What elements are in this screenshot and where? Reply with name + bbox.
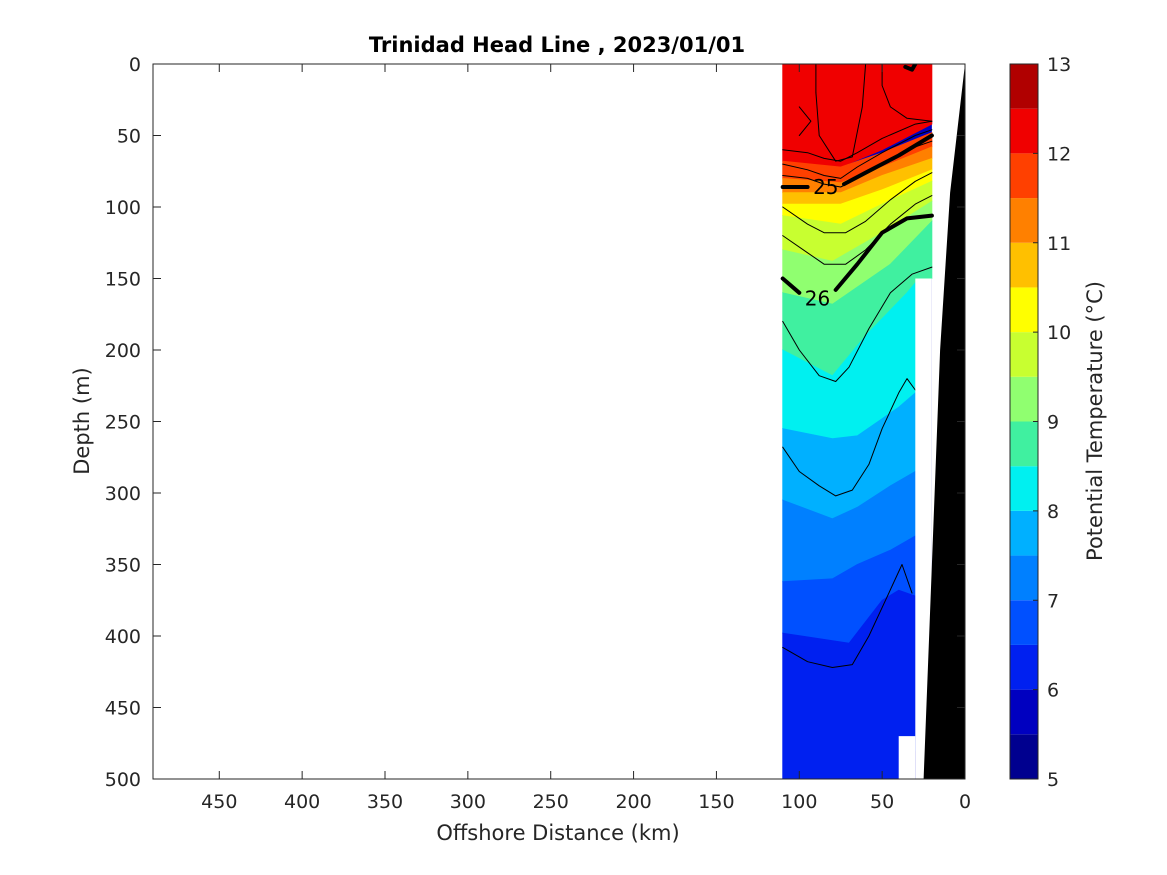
density-contour-line bbox=[903, 64, 918, 72]
y-tick-label: 0 bbox=[129, 54, 141, 76]
temperature-contour-line bbox=[815, 64, 867, 162]
temperature-contour-line bbox=[782, 129, 933, 179]
contour-label: 25 bbox=[813, 175, 838, 199]
y-axis-label: Depth (m) bbox=[70, 367, 94, 474]
colorbar-tick-label: 12 bbox=[1047, 143, 1071, 165]
colorbar-swatch bbox=[1010, 153, 1038, 199]
colorbar-swatch bbox=[1010, 421, 1038, 467]
y-tick-label: 350 bbox=[105, 555, 141, 577]
temperature-contour-line bbox=[782, 195, 933, 265]
x-tick-label: 0 bbox=[959, 791, 971, 813]
colorbar-swatch bbox=[1010, 287, 1038, 333]
colorbar-swatch bbox=[1010, 644, 1038, 690]
chart-title: Trinidad Head Line , 2023/01/01 bbox=[369, 33, 745, 57]
colorbar-tick-label: 10 bbox=[1047, 322, 1071, 344]
colorbar-tick-label: 8 bbox=[1047, 501, 1059, 523]
x-tick-label: 150 bbox=[698, 791, 734, 813]
y-tick-label: 500 bbox=[105, 769, 141, 791]
colorbar-swatch bbox=[1010, 600, 1038, 645]
colorbar-swatch bbox=[1010, 332, 1038, 377]
x-tick-label: 450 bbox=[201, 791, 237, 813]
colorbar-swatch bbox=[1010, 108, 1038, 154]
colorbar-tick-label: 13 bbox=[1047, 54, 1071, 76]
x-axis-label: Offshore Distance (km) bbox=[436, 821, 679, 845]
colorbar-tick-label: 6 bbox=[1047, 680, 1059, 702]
temperature-contour-line bbox=[782, 120, 933, 162]
contour-label: 26 bbox=[805, 287, 830, 311]
contour-lines bbox=[780, 64, 934, 668]
colorbar-swatch bbox=[1010, 510, 1038, 556]
y-tick-label: 300 bbox=[105, 483, 141, 505]
colorbar-swatch bbox=[1010, 734, 1038, 779]
y-tick-label: 400 bbox=[105, 626, 141, 648]
colorbar-tick-label: 11 bbox=[1047, 233, 1071, 255]
colorbar-tick-label: 7 bbox=[1047, 590, 1059, 612]
x-axis-ticks: 450 400 350 300 250 200 150 100 50 0 bbox=[201, 64, 971, 813]
y-tick-label: 450 bbox=[105, 698, 141, 720]
contour-labels: 25 26 bbox=[805, 175, 839, 311]
no-data-region bbox=[898, 736, 916, 779]
y-tick-label: 100 bbox=[105, 197, 141, 219]
bathymetry bbox=[898, 64, 965, 779]
temperature-contour-line bbox=[881, 64, 933, 122]
colorbar-tick-label: 5 bbox=[1047, 769, 1059, 791]
y-tick-label: 150 bbox=[105, 269, 141, 291]
x-tick-label: 400 bbox=[284, 791, 320, 813]
y-tick-label: 200 bbox=[105, 340, 141, 362]
temperature-contour-line bbox=[782, 172, 933, 234]
y-axis-ticks: 0 50 100 150 200 250 300 350 400 450 500 bbox=[105, 54, 965, 791]
x-tick-label: 300 bbox=[450, 791, 486, 813]
x-tick-label: 350 bbox=[367, 791, 403, 813]
x-tick-label: 50 bbox=[870, 791, 894, 813]
x-tick-label: 200 bbox=[615, 791, 651, 813]
colorbar-swatch bbox=[1010, 242, 1038, 288]
temperature-contour-line bbox=[782, 378, 916, 497]
y-tick-label: 250 bbox=[105, 412, 141, 434]
colorbar-label: Potential Temperature (°C) bbox=[1083, 281, 1107, 561]
density-contour-line bbox=[780, 276, 802, 295]
temperature-contour-line bbox=[798, 106, 812, 136]
seafloor bbox=[923, 64, 965, 779]
colorbar-swatch bbox=[1010, 555, 1038, 601]
colorbar-swatch bbox=[1010, 689, 1038, 735]
colorbar: 5 6 7 8 9 10 11 12 13 bbox=[1009, 54, 1071, 791]
colorbar-swatch bbox=[1010, 376, 1038, 422]
colorbar-swatch bbox=[1010, 64, 1038, 109]
colorbar-swatch bbox=[1010, 466, 1038, 511]
temperature-section bbox=[782, 64, 933, 779]
temperature-contour-line bbox=[782, 140, 933, 188]
x-tick-label: 100 bbox=[781, 791, 817, 813]
x-tick-label: 250 bbox=[533, 791, 569, 813]
temperature-contour-line bbox=[782, 564, 913, 668]
colorbar-swatch bbox=[1010, 198, 1038, 243]
no-data-region bbox=[915, 278, 932, 779]
y-tick-label: 50 bbox=[117, 126, 141, 148]
colorbar-tick-label: 9 bbox=[1047, 412, 1059, 434]
temperature-contour-line bbox=[782, 266, 933, 382]
